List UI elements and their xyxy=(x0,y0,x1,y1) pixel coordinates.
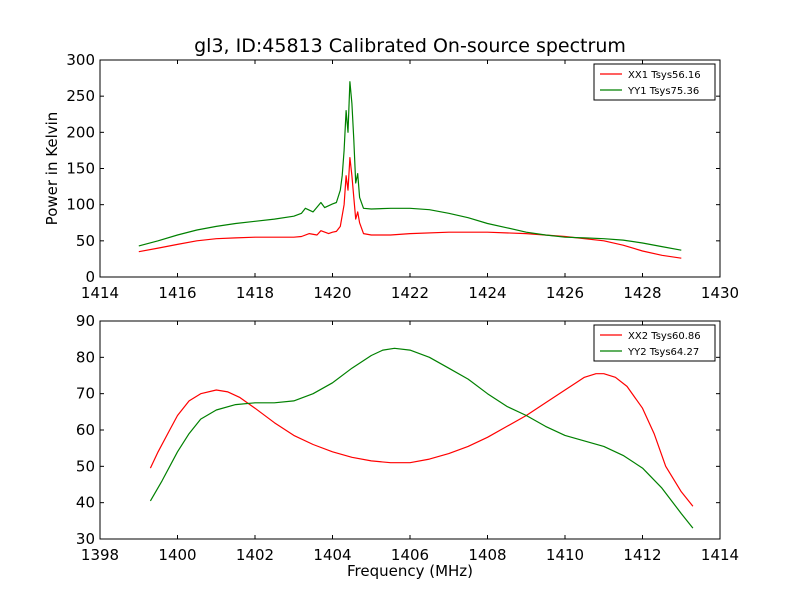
y-tick-label: 50 xyxy=(76,232,95,250)
x-tick-label: 1408 xyxy=(468,546,506,564)
x-tick-label: 1406 xyxy=(391,546,429,564)
legend: XX1 Tsys56.16 YY1 Tsys75.36 xyxy=(593,63,716,101)
y-tick-label: 40 xyxy=(76,494,95,512)
y-tick-label: 30 xyxy=(76,530,95,548)
series-line-2-1 xyxy=(149,373,694,507)
y-tick-label: 150 xyxy=(66,160,95,178)
y-axis-label: Power in Kelvin xyxy=(43,112,61,226)
plot-panel-1: 1414 1416 1418 1420 1422 1424 1426 1428 1430 0 50 1… xyxy=(43,51,739,302)
x-tick-label: 1400 xyxy=(158,546,196,564)
series-line-1-1 xyxy=(138,157,682,259)
x-tick-label: 1410 xyxy=(546,546,584,564)
x-tick-label: 1416 xyxy=(158,284,196,302)
y-tick-label: 100 xyxy=(66,196,95,214)
legend-label: XX1 Tsys56.16 xyxy=(628,70,701,81)
y-tick-label: 90 xyxy=(76,312,95,330)
y-tick-label: 200 xyxy=(66,123,95,141)
y-tick-label: 80 xyxy=(76,348,95,366)
series-line-2-2 xyxy=(149,347,694,529)
x-axis-label: Frequency (MHz) xyxy=(347,562,473,580)
x-tick-label: 1412 xyxy=(623,546,661,564)
legend-box xyxy=(593,63,716,101)
legend: XX2 Tsys60.86 YY2 Tsys64.27 xyxy=(593,324,716,362)
x-tick-label: 1398 xyxy=(81,546,119,564)
x-tick-label: 1420 xyxy=(313,284,351,302)
y-tick-label: 250 xyxy=(66,87,95,105)
x-tick-label: 1422 xyxy=(391,284,429,302)
legend-box xyxy=(593,324,716,362)
x-tick-label: 1424 xyxy=(468,284,506,302)
plot-panel-2: 1398 1400 1402 1404 1406 1408 1410 1412 1414 30 40… xyxy=(76,312,739,580)
x-tick-label: 1426 xyxy=(546,284,584,302)
y-tick-label: 0 xyxy=(85,268,95,286)
y-tick-label: 50 xyxy=(76,457,95,475)
x-tick-label: 1404 xyxy=(313,546,351,564)
legend-label: YY1 Tsys75.36 xyxy=(627,86,699,97)
x-tick-label: 1414 xyxy=(81,284,119,302)
x-tick-label: 1430 xyxy=(701,284,739,302)
chart-title: gl3, ID:45813 Calibrated On-source spect… xyxy=(194,35,626,57)
x-tick-label: 1402 xyxy=(236,546,274,564)
legend-label: XX2 Tsys60.86 xyxy=(628,331,701,342)
x-tick-label: 1418 xyxy=(236,284,274,302)
legend-label: YY2 Tsys64.27 xyxy=(627,347,699,358)
series-line-1-2 xyxy=(138,81,682,251)
x-tick-label: 1428 xyxy=(623,284,661,302)
y-tick-label: 60 xyxy=(76,421,95,439)
x-tick-label: 1414 xyxy=(701,546,739,564)
y-tick-label: 300 xyxy=(66,51,95,69)
y-tick-label: 70 xyxy=(76,385,95,403)
